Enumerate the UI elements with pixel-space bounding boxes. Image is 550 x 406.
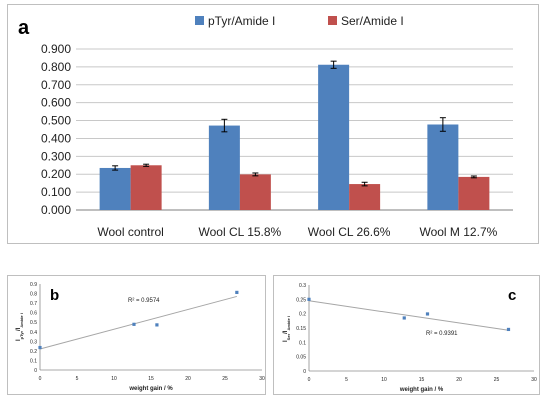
x-tick-label: 10: [111, 376, 117, 382]
data-point: [155, 323, 159, 327]
bar: [458, 176, 490, 210]
data-point: [132, 322, 136, 326]
panel-label: c: [508, 287, 516, 304]
y-tick-label: 0.7: [30, 301, 37, 307]
y-tick-label: 0.8: [30, 292, 37, 298]
y-tick-label: 0.1: [30, 358, 37, 364]
y-tick-label: 0.2: [30, 349, 37, 355]
x-tick-label: Wool CL 26.6%: [308, 225, 391, 239]
y-tick-label: 0.000: [41, 203, 71, 217]
x-tick-label: 20: [185, 376, 191, 382]
x-tick-label: Wool control: [97, 225, 163, 239]
bar: [427, 124, 459, 210]
y-tick-label: 0.25: [296, 297, 306, 303]
x-tick-label: 30: [531, 377, 537, 383]
bar: [130, 165, 162, 210]
y-tick-label: 0.3: [30, 339, 37, 345]
y-tick-label: 0.200: [41, 167, 71, 181]
bar: [99, 167, 131, 210]
x-axis-label: weight gain / %: [399, 387, 444, 393]
data-point: [506, 327, 511, 332]
data-point: [425, 312, 430, 316]
y-tick-label: 0.6: [30, 311, 37, 317]
bar: [349, 184, 381, 210]
y-tick-label: 0.9: [30, 282, 37, 288]
y-tick-label: 0.700: [41, 78, 71, 92]
y-axis-label: IpTyr/IAmide I: [16, 313, 24, 341]
y-tick-label: 0.900: [41, 42, 71, 56]
data-point: [307, 297, 311, 301]
panel-a-bar-chart: a 0.000 0.100 0.200 0.300 0.400 0.500 0.600 0.70…: [7, 4, 539, 244]
x-tick-label: 25: [222, 376, 228, 382]
y-axis-label: ISer/IAmide I: [283, 316, 291, 342]
bar-chart-svg: a 0.000 0.100 0.200 0.300 0.400 0.500 0.600 0.70…: [18, 14, 513, 239]
bar: [208, 125, 240, 210]
x-tick-label: 5: [76, 376, 79, 382]
y-tick-label: 0.600: [41, 96, 71, 110]
y-tick-label: 0.5: [30, 320, 37, 326]
y-tick-label: 0.500: [41, 114, 71, 128]
y-tick-label: 0.800: [41, 60, 71, 74]
data-point: [38, 345, 42, 350]
x-tick-label: Wool M 12.7%: [419, 225, 497, 239]
y-axis-label-subscript: Amide I: [286, 316, 291, 330]
data-point: [402, 316, 406, 320]
legend-swatch: [195, 16, 204, 25]
trendline: [39, 295, 237, 350]
x-tick-label: 15: [419, 377, 425, 383]
y-axis-label-subscript: pTyr: [19, 331, 24, 340]
y-tick-label: 0.3: [299, 283, 306, 289]
x-tick-label: 5: [345, 377, 348, 383]
scatter-chart-b-svg: 0 0.1 0.2 0.3 0.4 0.5 0.6 0.7 0.8 0.9 0 5 10 15 20 25 30…: [16, 282, 265, 392]
x-tick-label: 20: [456, 377, 462, 383]
y-axis-label-part: I: [283, 340, 289, 342]
r-squared-label: R² = 0.9574: [128, 298, 160, 304]
x-tick-label: Wool CL 15.8%: [199, 225, 282, 239]
y-tick-label: 0.2: [299, 312, 306, 318]
panel-b-scatter-chart: 0 0.1 0.2 0.3 0.4 0.5 0.6 0.7 0.8 0.9 0 5 10 15 20 25 30…: [7, 275, 266, 395]
x-tick-label: 0: [308, 377, 311, 383]
x-tick-label: 30: [259, 376, 265, 382]
y-tick-label: 0.1: [299, 340, 306, 346]
y-axis-label-part: /I: [283, 330, 289, 334]
bar: [318, 64, 350, 210]
data-point: [235, 290, 239, 295]
legend-swatch: [328, 16, 337, 25]
x-tick-label: 15: [148, 376, 154, 382]
x-tick-label: 0: [39, 376, 42, 382]
x-axis-label: weight gain / %: [128, 386, 173, 392]
y-tick-label: 0.05: [296, 355, 306, 361]
panel-c-scatter-chart: 0 0.05 0.1 0.15 0.2 0.25 0.3 0 5 10 15 20 25 30 R² = 0…: [273, 275, 540, 395]
y-tick-label: 0.15: [296, 326, 306, 332]
y-axis-label-subscript: Ser: [286, 333, 291, 340]
legend-label: Ser/Amide I: [341, 14, 404, 28]
x-tick-label: 10: [381, 377, 387, 383]
y-tick-label: 0: [303, 369, 306, 375]
panel-label: a: [18, 17, 30, 39]
y-tick-label: 0.400: [41, 131, 71, 145]
y-tick-label: 0: [34, 368, 37, 374]
x-tick-label: 25: [494, 377, 500, 383]
trendline: [308, 300, 509, 331]
r-squared-label: R² = 0.9391: [426, 331, 458, 337]
y-tick-label: 0.4: [30, 330, 37, 336]
y-tick-label: 0.100: [41, 185, 71, 199]
legend-label: pTyr/Amide I: [208, 14, 275, 28]
bar: [239, 174, 271, 210]
y-axis-label-subscript: Amide I: [19, 313, 24, 327]
y-axis-label-part: /I: [16, 327, 22, 331]
scatter-chart-c-svg: 0 0.05 0.1 0.15 0.2 0.25 0.3 0 5 10 15 20 25 30 R² = 0…: [283, 283, 537, 393]
y-axis-label-part: I: [16, 339, 22, 341]
y-tick-label: 0.300: [41, 149, 71, 163]
panel-label: b: [50, 287, 59, 304]
